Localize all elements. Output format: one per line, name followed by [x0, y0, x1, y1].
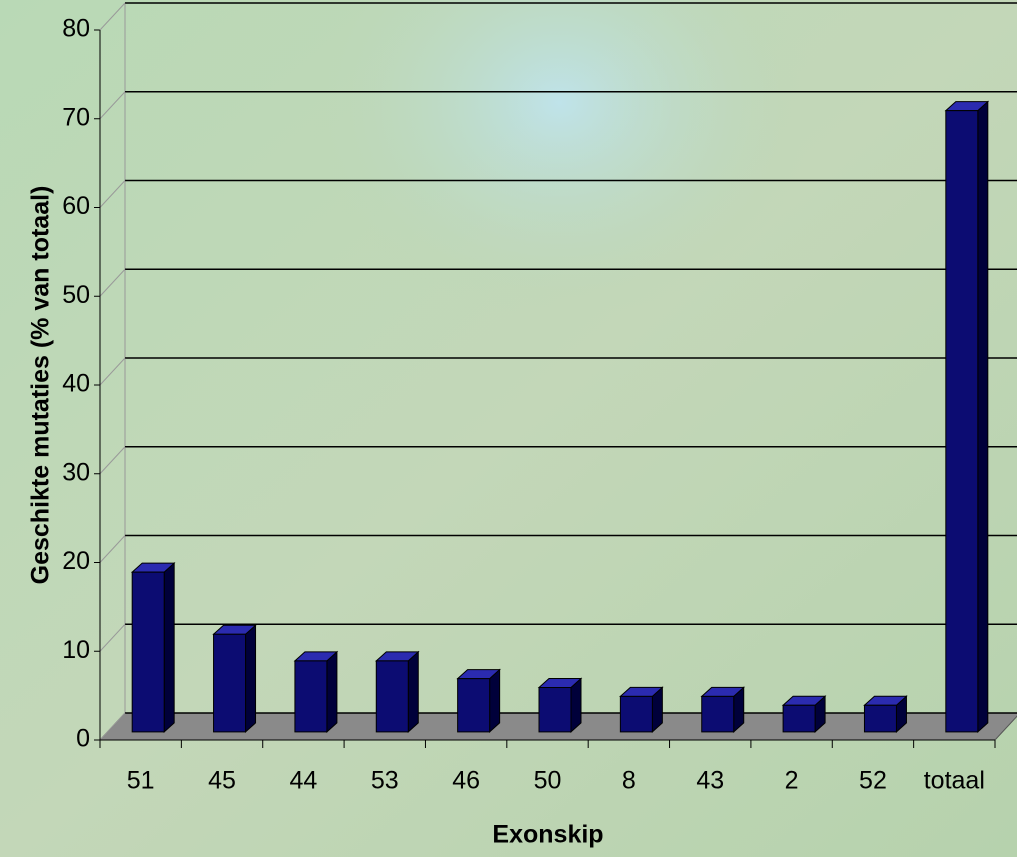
y-tick-label: 60: [62, 192, 90, 220]
bar: [130, 562, 176, 734]
x-tick-label: 43: [696, 767, 724, 795]
y-tick-label: 50: [62, 281, 90, 309]
bar-side: [489, 668, 501, 734]
bar-side: [245, 624, 257, 734]
x-tick-label: 44: [290, 767, 318, 795]
grid-line-side: [99, 446, 126, 475]
grid-line-side: [99, 2, 126, 31]
bar: [456, 668, 501, 734]
bar-front: [131, 571, 165, 733]
bar-front: [945, 110, 979, 733]
y-tick-label: 80: [62, 15, 90, 43]
grid-line-side: [99, 712, 126, 741]
bar-front: [782, 704, 816, 733]
x-tick-label: 53: [371, 767, 399, 795]
bar: [944, 100, 990, 734]
bar: [781, 695, 827, 734]
bar-front: [375, 660, 409, 733]
bar-front: [457, 678, 491, 733]
y-tick-label: 10: [62, 636, 90, 664]
y-axis-title: Geschikte mutaties (% van totaal): [27, 186, 55, 585]
bar-side: [163, 562, 175, 734]
bar: [619, 686, 664, 734]
bar: [212, 624, 257, 734]
x-tick-label: 45: [208, 767, 236, 795]
bar-front: [538, 687, 572, 733]
y-tick-label: 40: [62, 370, 90, 398]
grid-line-side: [99, 357, 126, 386]
bar-front: [701, 695, 735, 733]
x-tick-label: 8: [622, 767, 636, 795]
y-tick-label: 70: [62, 103, 90, 131]
x-axis-title: Exonskip: [492, 821, 603, 849]
y-tick-label: 30: [62, 458, 90, 486]
x-tick-label: 2: [785, 767, 799, 795]
grid-line-side: [99, 623, 126, 652]
x-tick-label: 52: [859, 767, 887, 795]
y-tick-label: 0: [76, 725, 90, 753]
bar: [863, 695, 908, 734]
grid-line-side: [99, 91, 126, 120]
grid-line-side: [99, 180, 126, 208]
x-tick-label: totaal: [924, 767, 985, 795]
x-tick-label: 46: [452, 767, 480, 795]
grid-line-side: [99, 535, 126, 563]
bar: [537, 677, 583, 734]
bar-front: [619, 695, 653, 733]
bar: [293, 650, 339, 734]
bar-side: [407, 650, 419, 734]
bar: [700, 686, 746, 734]
x-tick-label: 51: [127, 767, 155, 795]
bar-front: [294, 660, 328, 733]
bar: [374, 650, 420, 734]
bar-side: [977, 100, 989, 734]
bar-side: [326, 650, 338, 734]
bar-front: [213, 633, 247, 733]
grid-line-side: [99, 268, 126, 297]
x-tick-label: 50: [534, 767, 562, 795]
y-tick-label: 20: [62, 547, 90, 575]
bar-front: [863, 704, 897, 733]
